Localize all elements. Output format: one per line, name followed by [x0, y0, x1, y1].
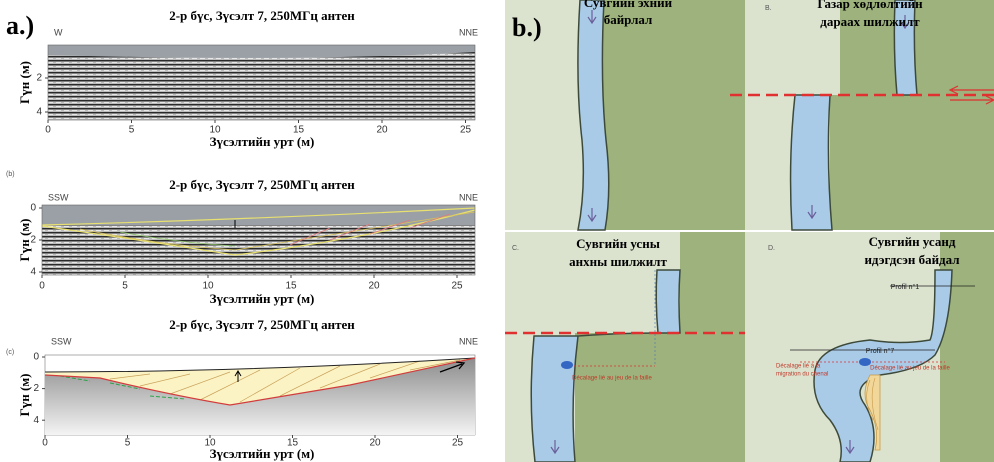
diagram-title: Сувгийн усны — [576, 236, 660, 251]
diagram-title: Сувгийн эхний — [584, 0, 673, 10]
diagram-title: байрлал — [604, 12, 653, 27]
x-tick-label: 0 — [39, 281, 45, 292]
x-axis-label: Зүсэлтийн урт (м) — [210, 291, 315, 306]
x-tick-label: 20 — [368, 281, 380, 292]
diagram-tag: B. — [765, 5, 772, 12]
direction-label: NNE — [459, 27, 478, 37]
diagram-title: идэгдсэн байдал — [864, 252, 959, 267]
interpretation-3 — [44, 354, 476, 436]
annotation: Décalage lié au jeu de la faille — [870, 366, 950, 372]
annotation: Profil n°7 — [866, 347, 895, 355]
y-tick-label: 4 — [30, 267, 36, 278]
annotation: Décalage lié à la — [776, 364, 821, 370]
y-tick-label: 2 — [36, 73, 42, 84]
direction-label: W — [54, 27, 63, 37]
x-tick-label: 15 — [285, 281, 297, 292]
y-tick-label: 0 — [33, 352, 39, 363]
radargram-2 — [41, 204, 476, 276]
panel-label: a.) — [6, 11, 34, 40]
diagram-tag: D. — [768, 245, 775, 252]
direction-label: NNE — [459, 192, 478, 202]
x-tick-label: 25 — [452, 438, 464, 449]
plot-tag: (b) — [6, 171, 15, 178]
radargram-1 — [47, 44, 476, 121]
direction-label: SSW — [51, 336, 72, 346]
x-tick-label: 0 — [45, 125, 51, 136]
x-tick-label: 10 — [202, 281, 214, 292]
x-tick-label: 0 — [42, 438, 48, 449]
y-tick-label: 4 — [33, 415, 39, 426]
x-tick-label: 5 — [122, 281, 128, 292]
y-tick-label: 2 — [30, 235, 36, 246]
x-tick-label: 20 — [376, 125, 388, 136]
x-tick-label: 10 — [209, 125, 221, 136]
annotation: Profil n°1 — [891, 283, 920, 291]
y-axis-label: Гүн (м) — [17, 373, 32, 416]
annotation: migration du chenal — [776, 372, 828, 378]
direction-label: NNE — [459, 336, 478, 346]
diagram-d — [745, 232, 994, 462]
diagram-title: Сувгийн усанд — [869, 234, 956, 249]
y-tick-label: 2 — [33, 383, 39, 394]
x-axis-label: Зүсэлтийн урт (м) — [210, 134, 315, 149]
x-tick-label: 25 — [451, 281, 463, 292]
plot-title: 2-р бүс, Зүсэлт 7, 250МГц антен — [169, 177, 355, 192]
y-tick-label: 0 — [30, 203, 36, 214]
diagram-title: дараах шилжилт — [820, 14, 920, 29]
diagram-a — [505, 0, 745, 231]
plot-tag: (c) — [6, 349, 14, 356]
direction-label: SSW — [48, 192, 69, 202]
x-tick-label: 15 — [287, 438, 299, 449]
diagram-b — [730, 0, 994, 231]
x-tick-label: 15 — [293, 125, 305, 136]
diagram-c — [505, 232, 745, 462]
x-tick-label: 10 — [204, 438, 216, 449]
x-tick-label: 5 — [129, 125, 135, 136]
diagram-title: анхны шилжилт — [569, 254, 667, 269]
y-axis-label: Гүн (м) — [17, 61, 32, 104]
plot-title: 2-р бүс, Зүсэлт 7, 250МГц антен — [169, 8, 355, 23]
panel-label: b.) — [512, 13, 542, 42]
diagram-title: Газар хөдлөлтийн — [817, 0, 923, 11]
x-tick-label: 20 — [369, 438, 381, 449]
y-axis-label: Гүн (м) — [17, 218, 32, 261]
x-tick-label: 25 — [460, 125, 472, 136]
diagram-tag: C. — [512, 245, 519, 252]
y-tick-label: 4 — [36, 107, 42, 118]
x-axis-label: Зүсэлтийн урт (м) — [210, 446, 315, 461]
annotation: Décalage lié au jeu de la faille — [572, 376, 652, 382]
plot-title: 2-р бүс, Зүсэлт 7, 250МГц антен — [169, 317, 355, 332]
x-tick-label: 5 — [125, 438, 131, 449]
